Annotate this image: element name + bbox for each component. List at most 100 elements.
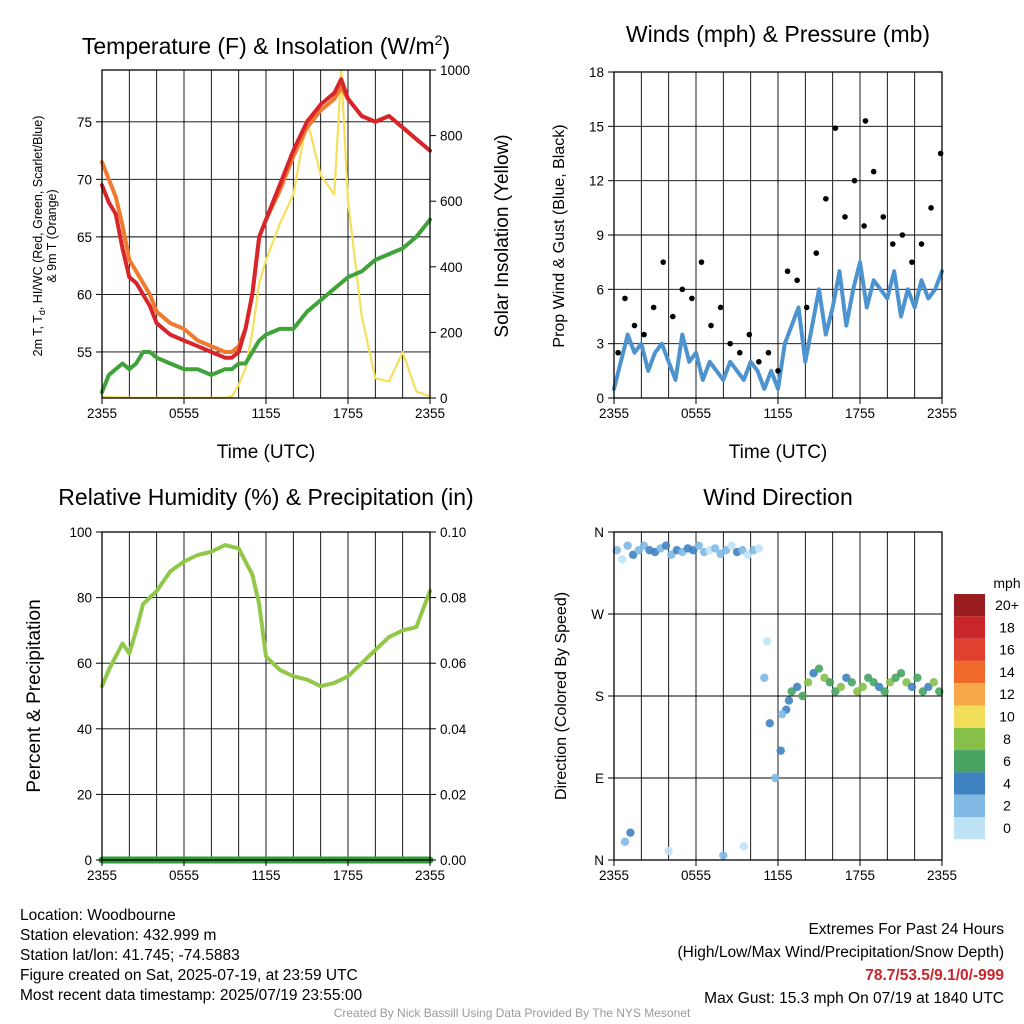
- rh-line: [100, 543, 432, 689]
- extremes-block: Extremes For Past 24 Hours (High/Low/Max…: [678, 918, 1005, 1010]
- winds-series: [612, 118, 944, 391]
- gust-point: [890, 241, 896, 247]
- x-tick-label: 2355: [87, 868, 117, 883]
- legend-label: 10: [999, 709, 1015, 725]
- legend-label: 0: [1003, 820, 1011, 836]
- y-tick-label: 80: [77, 591, 92, 606]
- y2-tick-label: 0.02: [440, 787, 466, 802]
- direction-point: [825, 678, 835, 687]
- direction-point: [836, 682, 846, 692]
- y-tick-label: 100: [69, 525, 92, 540]
- gust-point: [631, 322, 638, 329]
- legend-title: mph: [993, 575, 1020, 591]
- gust-point: [615, 349, 621, 356]
- direction-point: [626, 828, 635, 837]
- gust-point: [727, 340, 733, 347]
- y2-tick-label: 0.00: [440, 853, 466, 868]
- x-tick-label: 2355: [927, 868, 957, 883]
- legend-swatch: [954, 772, 985, 795]
- winds-grid: [614, 72, 942, 398]
- x-tick-label: 2355: [927, 406, 957, 421]
- direction-point: [618, 555, 627, 564]
- gust-point: [698, 259, 705, 265]
- x-tick-label: 2355: [87, 406, 117, 421]
- y-tick-label: 0: [596, 391, 604, 406]
- x-tick-label: 1755: [845, 406, 875, 421]
- direction-point: [880, 687, 889, 696]
- direction-ylabel: Direction (Colored By Speed): [553, 592, 570, 800]
- gust-point: [832, 125, 839, 131]
- temperature-axes: 2355 0555 1155 1755 2355 55 60 65 70 75 0 200 400 600…: [77, 63, 470, 421]
- x-tick-label: 0555: [169, 406, 199, 421]
- winds-panel: Winds (mph) & Pressure (mb) 2355 0555 1155…: [551, 21, 957, 463]
- x-tick-label: 1155: [763, 406, 792, 421]
- temperature-ylabel: 2m T, Td, HI/WC (Red, Green, Scarlet/Blu…: [31, 116, 47, 357]
- y-tick-label: 65: [77, 230, 92, 245]
- x-tick-label: 1155: [251, 406, 280, 421]
- y-tick-label: 0: [84, 853, 92, 868]
- x-tick-label: 0555: [681, 868, 711, 883]
- credit-line: Created By Nick Bassill Using Data Provi…: [333, 1006, 691, 1020]
- y-tick-label: N: [594, 525, 604, 540]
- station-location: Location: Woodbourne: [20, 907, 176, 924]
- insolation-ylabel: Solar Insolation (Yellow): [492, 134, 513, 337]
- gust-point: [708, 322, 714, 329]
- legend-swatch: [954, 727, 985, 751]
- y-tick-label: E: [595, 771, 604, 786]
- x-tick-label: 1755: [333, 406, 363, 421]
- direction-point: [719, 851, 728, 860]
- direction-point: [792, 682, 802, 692]
- gust-point: [794, 277, 800, 284]
- gust-point: [622, 295, 628, 302]
- legend-swatch: [954, 660, 985, 684]
- gust-point: [736, 349, 743, 356]
- direction-point: [762, 637, 772, 646]
- y-tick-label: 70: [77, 172, 92, 187]
- direction-point: [765, 719, 774, 728]
- y2-tick-label: 0.04: [440, 722, 467, 737]
- x-tick-label: 1155: [763, 868, 792, 883]
- x-tick-label: 1755: [845, 868, 875, 883]
- y-tick-label: 6: [596, 282, 604, 297]
- direction-point: [661, 541, 671, 550]
- direction-series: [612, 541, 944, 860]
- legend-label: 2: [1003, 798, 1011, 814]
- x-tick-label: 2355: [415, 406, 445, 421]
- direction-point: [784, 696, 794, 705]
- extremes-title: Extremes For Past 24 Hours: [808, 921, 1004, 938]
- y2-tick-label: 0.06: [440, 656, 466, 671]
- direction-point: [929, 678, 938, 687]
- y-tick-label: 55: [77, 345, 92, 360]
- legend-label: 4: [1003, 775, 1011, 791]
- humidity-grid: [102, 532, 430, 860]
- legend-label: 14: [999, 664, 1015, 680]
- winds-ylabel: Prop Wind & Gust (Blue, Black): [551, 124, 568, 347]
- direction-point: [777, 710, 787, 719]
- direction-point: [694, 541, 703, 550]
- temperature-panel: Temperature (F) & Insolation (W/m2) 2355…: [31, 32, 513, 463]
- y2-tick-label: 0: [440, 391, 448, 406]
- direction-point: [896, 669, 906, 678]
- y-tick-label: S: [595, 689, 604, 704]
- gust-point: [641, 331, 647, 338]
- y-tick-label: 20: [77, 787, 92, 802]
- y2-tick-label: 0.08: [440, 591, 466, 606]
- legend-label: 8: [1003, 731, 1011, 747]
- y2-tick-label: 800: [440, 129, 463, 144]
- gust-point: [689, 295, 695, 302]
- gust-point: [775, 368, 781, 374]
- series-line-red: [100, 77, 432, 360]
- direction-point: [739, 842, 749, 851]
- gust-point: [746, 331, 753, 338]
- x-tick-label: 2355: [599, 406, 629, 421]
- legend-label: 12: [999, 686, 1015, 702]
- direction-point: [727, 541, 736, 550]
- y-tick-label: 60: [77, 656, 92, 671]
- humidity-title: Relative Humidity (%) & Precipitation (i…: [58, 484, 473, 510]
- legend-swatch: [954, 750, 985, 773]
- gust-point: [909, 259, 915, 265]
- direction-point: [907, 682, 917, 692]
- legend-swatch: [954, 616, 985, 639]
- gust-point: [765, 349, 772, 356]
